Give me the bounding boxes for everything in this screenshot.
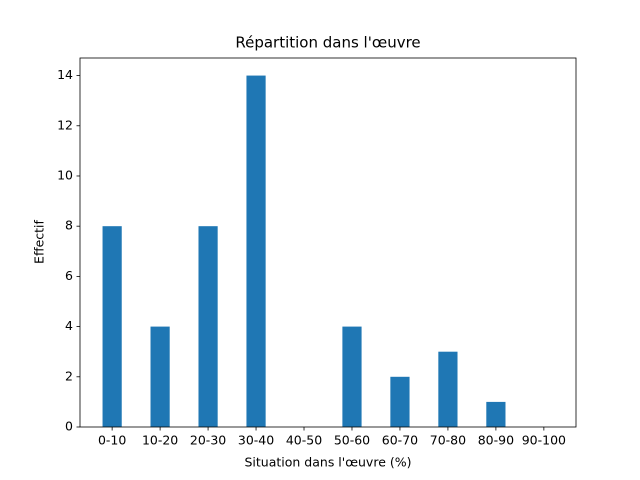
bar [486,401,506,427]
y-axis-label: Effectif [32,219,47,263]
y-tick-label: 6 [65,268,73,283]
x-tick-label: 10-20 [142,433,178,448]
bar [102,226,122,427]
x-tick-label: 90-100 [522,433,566,448]
bar [438,351,458,427]
x-tick-label: 80-90 [478,433,514,448]
y-tick-label: 8 [65,218,73,233]
x-tick-label: 40-50 [286,433,322,448]
y-tick-label: 12 [57,117,73,132]
bar [150,326,170,427]
y-tick-label: 4 [65,318,73,333]
bar [390,376,410,427]
y-tick-label: 14 [57,67,73,82]
x-tick-label: 60-70 [382,433,418,448]
x-tick-label: 50-60 [334,433,370,448]
x-tick-label: 70-80 [430,433,466,448]
y-tick-label: 0 [65,419,73,434]
bar [246,75,266,428]
bar [342,326,362,427]
x-tick-label: 0-10 [98,433,126,448]
chart-title: Répartition dans l'œuvre [235,34,420,52]
x-axis-label: Situation dans l'œuvre (%) [245,455,412,470]
plot-frame [79,57,577,428]
x-tick-label: 30-40 [238,433,274,448]
x-tick-label: 20-30 [190,433,226,448]
bar [198,226,218,427]
y-tick-label: 10 [57,167,73,182]
y-tick-label: 2 [65,368,73,383]
